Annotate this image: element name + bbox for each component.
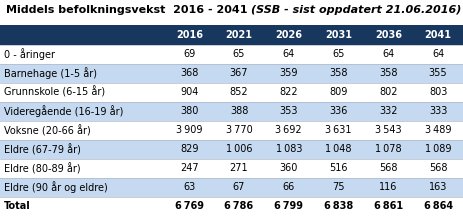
Text: 353: 353 [280,106,298,116]
Text: 367: 367 [230,68,248,78]
Bar [0,45,463,64]
Text: 1 078: 1 078 [375,144,402,154]
Text: 6 799: 6 799 [274,202,303,211]
Bar [0,25,463,45]
Text: 64: 64 [283,49,295,59]
Text: 358: 358 [379,68,398,78]
Text: 3 489: 3 489 [425,125,451,135]
Bar [0,159,463,178]
Text: 1 083: 1 083 [275,144,302,154]
Bar [0,140,463,159]
Bar [0,83,463,102]
Text: 1 089: 1 089 [425,144,451,154]
Text: 568: 568 [429,164,447,173]
Text: 0 - åringer: 0 - åringer [4,48,55,60]
Text: 368: 368 [180,68,199,78]
Text: Grunnskole (6-15 år): Grunnskole (6-15 år) [4,87,105,98]
Text: Voksne (20-66 år): Voksne (20-66 år) [4,125,90,136]
Text: 63: 63 [183,183,195,192]
Text: 65: 65 [233,49,245,59]
Text: 75: 75 [332,183,345,192]
Text: 64: 64 [382,49,394,59]
Text: 3 692: 3 692 [275,125,302,135]
Text: 6 864: 6 864 [424,202,453,211]
Text: 333: 333 [429,106,447,116]
Bar [0,64,463,83]
Text: 6 769: 6 769 [175,202,204,211]
Text: 332: 332 [379,106,398,116]
Text: Total: Total [4,202,31,211]
Text: (SSB - sist oppdatert 21.06.2016): (SSB - sist oppdatert 21.06.2016) [251,5,461,15]
Text: 2016: 2016 [176,30,203,40]
Text: 809: 809 [329,87,348,97]
Text: 2036: 2036 [375,30,402,40]
Text: Eldre (80-89 år): Eldre (80-89 år) [4,163,80,174]
Text: 66: 66 [283,183,295,192]
Text: 355: 355 [429,68,447,78]
Text: 64: 64 [432,49,444,59]
Text: 829: 829 [180,144,199,154]
Text: 163: 163 [429,183,447,192]
Bar [0,121,463,140]
Text: 65: 65 [332,49,345,59]
Text: 2041: 2041 [425,30,451,40]
Text: 6 861: 6 861 [374,202,403,211]
Text: 568: 568 [379,164,398,173]
Text: 247: 247 [180,164,199,173]
Text: 336: 336 [329,106,348,116]
Text: 2021: 2021 [225,30,252,40]
Text: Videregående (16-19 år): Videregående (16-19 år) [4,105,123,117]
Text: 802: 802 [379,87,398,97]
Text: 904: 904 [180,87,199,97]
Text: Middels befolkningsvekst  2016 - 2041: Middels befolkningsvekst 2016 - 2041 [6,5,251,15]
Text: 1 006: 1 006 [226,144,252,154]
Text: 358: 358 [329,68,348,78]
Bar [0,178,463,197]
Text: 380: 380 [180,106,199,116]
Text: 3 631: 3 631 [325,125,352,135]
Text: 822: 822 [280,87,298,97]
Text: 803: 803 [429,87,447,97]
Text: 116: 116 [379,183,398,192]
Text: 359: 359 [280,68,298,78]
Text: 1 048: 1 048 [325,144,352,154]
Text: 2031: 2031 [325,30,352,40]
Text: Eldre (67-79 år): Eldre (67-79 år) [4,144,81,155]
Bar [0,197,463,216]
Text: 3 543: 3 543 [375,125,402,135]
Text: 6 786: 6 786 [225,202,254,211]
Text: 69: 69 [183,49,195,59]
Text: 852: 852 [230,87,248,97]
Text: 2026: 2026 [275,30,302,40]
Bar [0,102,463,121]
Text: 3 770: 3 770 [225,125,252,135]
Text: 271: 271 [230,164,248,173]
Text: 6 838: 6 838 [324,202,353,211]
Text: 3 909: 3 909 [176,125,202,135]
Text: Eldre (90 år og eldre): Eldre (90 år og eldre) [4,181,107,193]
Text: 388: 388 [230,106,248,116]
Text: Barnehage (1-5 år): Barnehage (1-5 år) [4,67,97,79]
Text: 67: 67 [233,183,245,192]
Text: 516: 516 [329,164,348,173]
Text: 360: 360 [280,164,298,173]
